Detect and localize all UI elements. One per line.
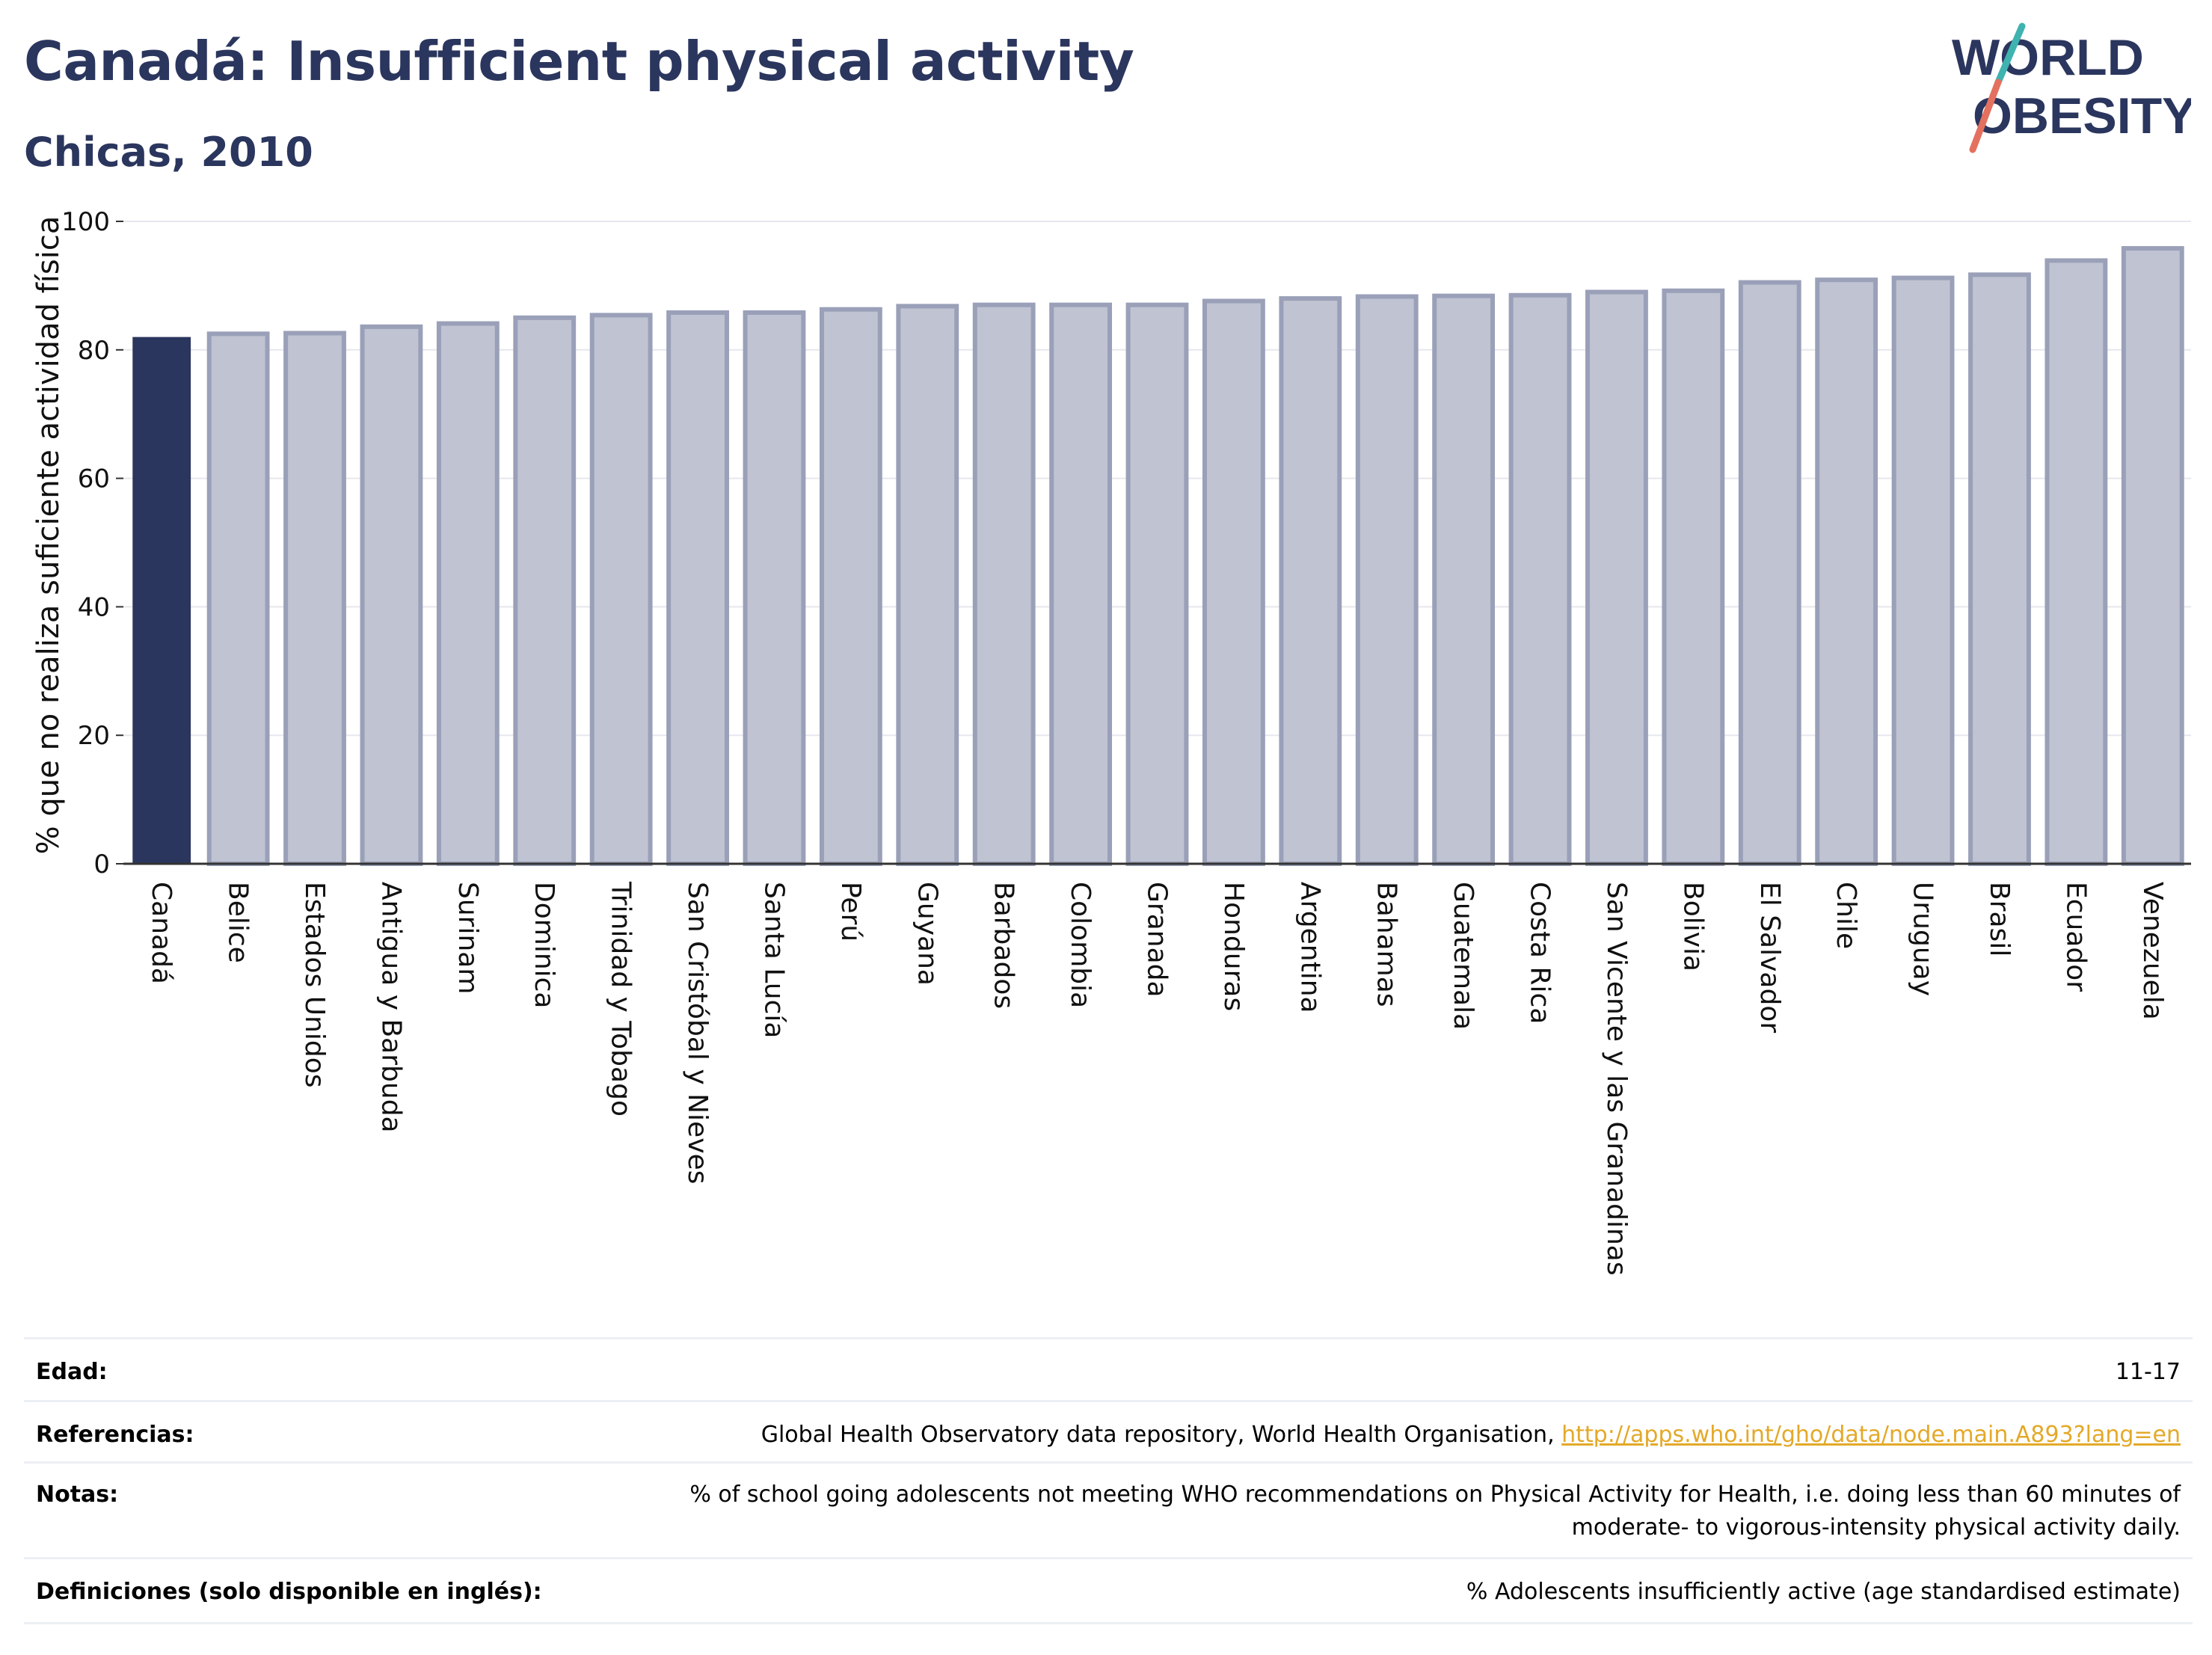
bar-chile — [1815, 277, 1878, 866]
bar-bolivia — [1662, 288, 1725, 867]
reference-text: Global Health Observatory data repositor… — [761, 1422, 1562, 1448]
bar-san-vicente-y-las-granadinas — [1585, 289, 1648, 866]
bar-costa-rica — [1508, 292, 1572, 867]
y-tick-label: 0 — [93, 850, 110, 879]
x-tick-label: Bahamas — [1371, 882, 1402, 1007]
bar-barbados — [972, 302, 1036, 867]
x-tick-label: Granada — [1142, 882, 1173, 998]
y-tick-label: 20 — [78, 721, 110, 751]
x-tick-label: Dominica — [529, 882, 559, 1009]
x-tick-label: Santa Lucía — [758, 882, 789, 1038]
x-tick-label: Uruguay — [1908, 882, 1938, 996]
reference-link[interactable]: http://apps.who.int/gho/data/node.main.A… — [1561, 1422, 2181, 1448]
info-row-references: Referencias: Global Health Observatory d… — [24, 1400, 2193, 1464]
bar-brasil — [1968, 272, 2031, 866]
x-tick-label: Barbados — [989, 882, 1019, 1009]
bar-per- — [819, 307, 882, 867]
y-tick-label: 60 — [78, 464, 110, 494]
x-tick-label: San Cristóbal y Nieves — [682, 882, 713, 1184]
bar-trinidad-y-tobago — [589, 313, 653, 866]
bar-uruguay — [1891, 275, 1955, 867]
x-tick-label: Colombia — [1065, 882, 1096, 1008]
x-tick-label: Canadá — [146, 882, 176, 984]
bar-belice — [206, 331, 270, 866]
x-tick-label: Antigua y Barbuda — [375, 882, 406, 1133]
info-row-age: Edad: 11-17 — [24, 1337, 2193, 1402]
x-tick-label: Chile — [1831, 882, 1861, 949]
world-obesity-logo: WORLD OBESITY — [1952, 22, 2196, 157]
bar-colombia — [1049, 302, 1113, 867]
x-tick-label: Costa Rica — [1525, 882, 1555, 1024]
x-tick-label: Estados Unidos — [299, 882, 330, 1088]
x-tick-label: Belice — [223, 882, 254, 963]
info-row-notes: Notas: % of school going adolescents not… — [24, 1461, 2193, 1559]
x-tick-label: Brasil — [1984, 882, 2015, 957]
info-value: % Adolescents insufficiently active (age… — [1466, 1579, 2181, 1605]
bar-venezuela — [2121, 246, 2184, 866]
bar-honduras — [1202, 298, 1265, 866]
bar-dominica — [513, 315, 577, 867]
x-tick-label: Trinidad y Tobago — [606, 881, 636, 1117]
x-tick-label: Argentina — [1294, 882, 1325, 1013]
bar-granada — [1125, 302, 1189, 867]
x-tick-label: Ecuador — [2060, 882, 2091, 992]
x-tick-label: Perú — [835, 882, 866, 942]
bar-san-crist-bal-y-nieves — [666, 310, 729, 866]
info-value: Global Health Observatory data repositor… — [761, 1422, 2181, 1448]
x-tick-label: Surinam — [452, 882, 483, 994]
bar-santa-luc-a — [743, 310, 806, 866]
info-key: Edad: — [36, 1359, 108, 1385]
page-title: Canadá: Insufficient physical activity — [24, 30, 1134, 93]
y-tick-label: 100 — [61, 207, 110, 237]
bar-antigua-y-barbuda — [360, 324, 423, 867]
x-tick-label: Guyana — [912, 882, 942, 986]
bar-argentina — [1279, 296, 1342, 866]
x-tick-label: Honduras — [1218, 882, 1249, 1011]
bar-surinam — [436, 321, 500, 866]
page-subtitle: Chicas, 2010 — [24, 129, 313, 176]
bar-guyana — [896, 304, 959, 866]
info-key: Referencias: — [36, 1422, 194, 1448]
logo-slash-top — [1994, 22, 2026, 86]
bar-canad- — [132, 337, 191, 864]
y-tick-label: 80 — [78, 336, 110, 366]
logo-graphic: WORLD OBESITY — [1952, 22, 2196, 153]
info-key: Notas: — [36, 1481, 119, 1508]
bar-el-salvador — [1738, 280, 1801, 867]
x-tick-label: El Salvador — [1754, 882, 1785, 1033]
y-tick-label: 40 — [78, 592, 110, 622]
logo-line1: WORLD — [1952, 29, 2144, 86]
y-axis-label: % que no realiza suficiente actividad fí… — [31, 216, 66, 855]
x-tick-label: San Vicente y las Granadinas — [1601, 882, 1632, 1276]
bar-guatemala — [1432, 293, 1496, 867]
info-value: 11-17 — [2115, 1359, 2181, 1385]
info-key: Definiciones (solo disponible en inglés)… — [36, 1579, 542, 1605]
logo-line2: OBESITY — [1973, 87, 2191, 144]
info-row-definitions: Definiciones (solo disponible en inglés)… — [24, 1557, 2193, 1624]
bar-bahamas — [1355, 294, 1419, 866]
bar-estados-unidos — [283, 331, 346, 866]
x-tick-label: Venezuela — [2137, 882, 2168, 1020]
info-value: % of school going adolescents not meetin… — [689, 1481, 2181, 1541]
bar-chart: 0 20 40 60 80 100% que no realiza suficiente … — [31, 207, 2191, 1276]
bar-ecuador — [2044, 258, 2108, 866]
logo-slash-bottom — [1969, 79, 2002, 153]
x-tick-label: Guatemala — [1448, 882, 1478, 1030]
x-tick-label: Bolivia — [1677, 882, 1708, 971]
